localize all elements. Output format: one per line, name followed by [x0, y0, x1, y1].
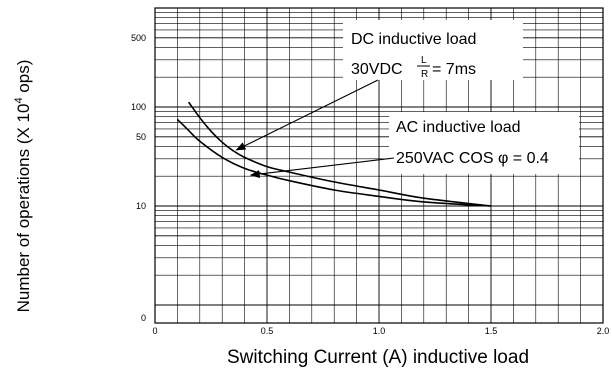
- y-axis-label-exponent: 4: [13, 97, 25, 103]
- dc-annotation-arrow: [235, 79, 379, 151]
- x-tick-label: 0: [152, 326, 157, 336]
- x-tick-label: 2.0: [597, 326, 610, 336]
- dc-annotation-time-constant: = 7ms: [432, 61, 476, 78]
- y-tick-label: 100: [131, 102, 146, 112]
- y-axis-label-tail: ops): [14, 60, 33, 98]
- dc-annotation-fraction-denominator: R: [421, 69, 428, 80]
- ac-annotation: AC inductive load 250VAC COS φ = 0.4: [249, 112, 579, 178]
- y-tick-label: 0: [141, 313, 146, 323]
- ac-annotation-line1: AC inductive load: [396, 119, 521, 136]
- plot-area-frame: [154, 7, 604, 324]
- dc-annotation-box: [343, 20, 523, 80]
- y-axis-label-main: Number of operations (X 10: [14, 104, 33, 313]
- ac-annotation-box: [389, 112, 579, 174]
- x-tick-label: 1.0: [373, 326, 386, 336]
- y-tick-label: 500: [131, 33, 146, 43]
- ac-annotation-line2: 250VAC COS φ = 0.4: [396, 150, 549, 167]
- ac-annotation-arrow: [249, 157, 395, 178]
- dc-annotation: DC inductive load 30VDC L R = 7ms: [235, 20, 523, 151]
- x-tick-label: 1.5: [485, 326, 498, 336]
- dc-annotation-fraction-numerator: L: [421, 55, 427, 66]
- x-axis-ticks: 0 0.5 1.0 1.5 2.0: [152, 326, 609, 336]
- dc-inductive-load-line: [187, 101, 492, 207]
- x-tick-label: 0.5: [261, 326, 274, 336]
- y-tick-label: 50: [136, 132, 146, 142]
- ac-inductive-load-line: [176, 118, 492, 207]
- y-axis-label: Number of operations (X 104 ops): [13, 60, 33, 313]
- y-tick-label: 10: [136, 201, 146, 211]
- dc-annotation-voltage: 30VDC: [351, 61, 403, 78]
- x-axis-label: Switching Current (A) inductive load: [227, 347, 529, 368]
- dc-annotation-line1: DC inductive load: [351, 31, 476, 48]
- series-lines: [176, 101, 492, 207]
